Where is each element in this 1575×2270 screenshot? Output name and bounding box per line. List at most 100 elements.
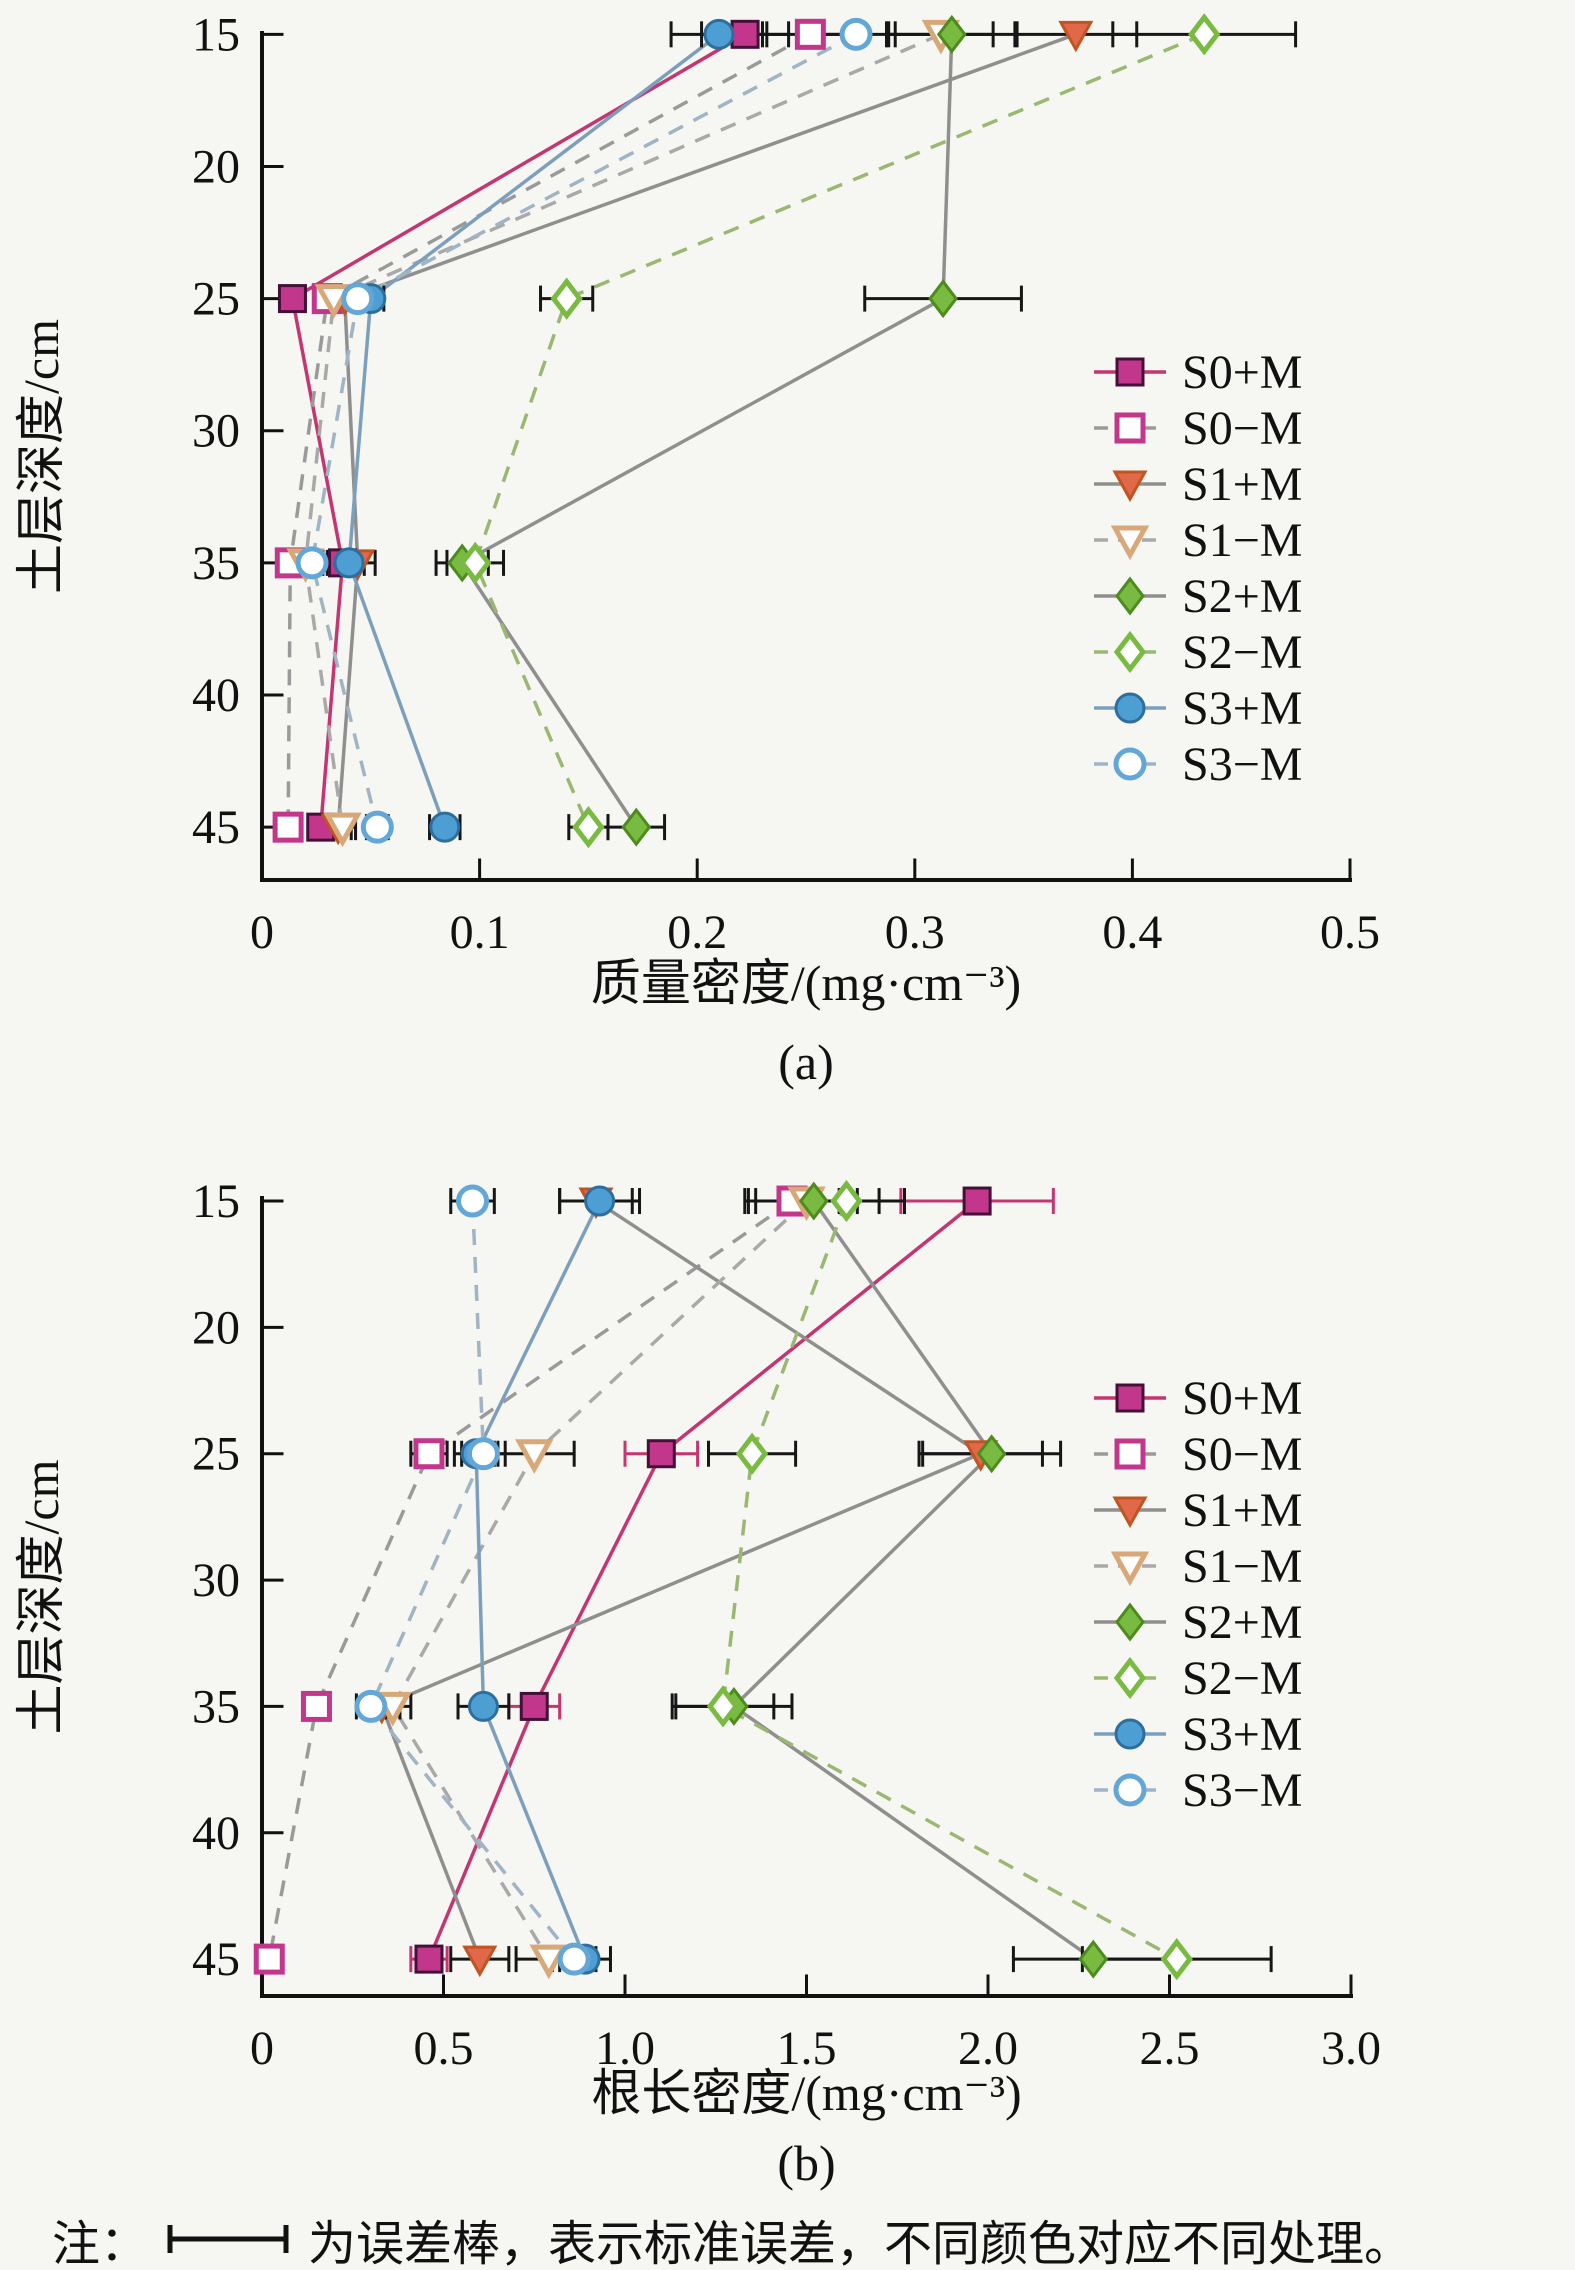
y-tick-label: 30: [192, 405, 240, 458]
legend-item-S0+M: S0+M: [1094, 1372, 1302, 1425]
series-line-S1−M: [303, 32, 942, 828]
error-bars-S2+M: [674, 1188, 1175, 1973]
error-bars-S1−M: [373, 1188, 859, 1973]
x-tick-label: 0: [250, 906, 274, 959]
marker-circle: [333, 547, 365, 579]
marker-diamond: [1160, 1937, 1193, 1981]
x-axis-title: 根长密度/(mg·cm⁻³): [591, 2065, 1021, 2121]
y-tick-label: 40: [192, 1807, 240, 1860]
marker-circle: [429, 811, 461, 843]
series-line-S2−M: [473, 32, 1205, 828]
footnote-prefix: 注：: [52, 2218, 149, 2270]
marker-diamond: [459, 541, 492, 584]
marker-square: [730, 19, 760, 49]
legend-marker-triangle-down: [1110, 1551, 1150, 1587]
series-markers-S3−M: [354, 1184, 591, 1976]
marker-triangle-down: [1058, 20, 1094, 53]
legend-item-S2+M: S2+M: [1094, 570, 1302, 623]
legend-marker-square: [1115, 357, 1145, 387]
legend-label: S1+M: [1182, 458, 1302, 511]
marker-triangle-down: [515, 1439, 554, 1474]
series-line-S2+M: [731, 1200, 1095, 1961]
legend-label: S3−M: [1182, 738, 1302, 791]
series-line-S3−M: [310, 32, 857, 828]
y-axis-title: 土层深度/cm: [13, 319, 69, 594]
marker-circle: [839, 17, 873, 51]
marker-circle: [354, 1689, 388, 1723]
marker-diamond: [706, 1685, 740, 1728]
marker-diamond: [976, 1434, 1007, 1474]
x-tick-label: 0.1: [450, 906, 510, 959]
series-line-S0−M: [267, 1199, 793, 1960]
legend-label: S1−M: [1182, 1540, 1302, 1593]
x-tick-label: 0: [250, 2022, 274, 2075]
legend-item-S1+M: S1+M: [1094, 1484, 1302, 1537]
legend-item-S3−M: S3−M: [1094, 738, 1302, 791]
series-line-S3−M: [368, 1200, 576, 1961]
marker-diamond: [1188, 13, 1221, 56]
legend-marker-diamond: [1113, 630, 1147, 674]
series-line-S1−M: [390, 1199, 808, 1961]
marker-triangle-down: [529, 1944, 569, 1980]
marker-square: [962, 1186, 992, 1216]
legend-label: S0−M: [1182, 1428, 1302, 1481]
y-tick-label: 35: [192, 537, 240, 590]
legend-marker-square: [1114, 412, 1146, 444]
x-tick-label: 0.4: [1102, 906, 1162, 959]
error-bar-glyph: [167, 2225, 289, 2253]
legend-label: S2−M: [1182, 626, 1302, 679]
marker-diamond: [798, 1181, 829, 1221]
marker-circle: [466, 1437, 500, 1471]
x-tick-label: 0.5: [414, 2022, 474, 2075]
legend-marker-triangle-down: [1112, 1496, 1148, 1529]
marker-square: [272, 811, 304, 843]
tick-labels: 15 20 25 30 35 40 450 0.1 0.2 0.3 0.4 0.5: [192, 8, 1380, 959]
legend-marker-circle: [1113, 1773, 1147, 1807]
footnote-text: 为误差棒，表示标准误差，不同颜色对应不同处理。: [308, 2218, 1413, 2270]
series-markers-S0−M: [253, 1185, 808, 1975]
marker-diamond: [830, 1179, 863, 1223]
legend-label: S0−M: [1182, 402, 1302, 455]
marker-triangle-down: [314, 284, 354, 319]
marker-square: [253, 1943, 285, 1975]
y-tick-label: 20: [192, 1301, 240, 1354]
y-tick-label: 35: [192, 1680, 240, 1733]
y-tick-label: 15: [192, 8, 240, 61]
series-markers-S3−M: [295, 17, 873, 844]
series-markers-S2−M: [459, 13, 1221, 849]
series-line-S2+M: [459, 34, 954, 829]
axes: [260, 31, 1352, 882]
marker-circle: [467, 1690, 499, 1722]
legend-marker-triangle-down: [1112, 470, 1148, 503]
marker-diamond: [735, 1432, 769, 1475]
legend-item-S0+M: S0+M: [1094, 346, 1302, 399]
series-markers-S3+M: [460, 1185, 616, 1975]
legend-item-S1−M: S1−M: [1094, 1540, 1302, 1593]
legend-item-S3−M: S3−M: [1094, 1764, 1302, 1817]
y-tick-label: 15: [192, 1175, 240, 1228]
marker-diamond: [550, 277, 583, 320]
legend: S0+MS0−MS1+MS1−MS2+MS2−MS3+MS3−M: [1094, 346, 1302, 791]
marker-square: [300, 1690, 332, 1722]
marker-diamond: [928, 279, 958, 319]
marker-square: [413, 1438, 445, 1470]
legend-marker-circle: [1114, 1718, 1146, 1750]
tick-labels: 15 20 25 30 35 40 450 0.5 1.0 1.5 2.0 2.5 3.0: [192, 1175, 1381, 2075]
marker-triangle-down: [323, 812, 362, 848]
x-tick-label: 0.2: [667, 906, 727, 959]
legend-item-S0−M: S0−M: [1094, 402, 1302, 455]
legend-item-S3+M: S3+M: [1094, 1708, 1302, 1761]
marker-circle: [703, 18, 735, 50]
chart-caption: (a): [778, 1034, 834, 1090]
figure-footnote: 注： 为误差棒，表示标准误差，不同颜色对应不同处理。: [52, 2204, 1412, 2270]
x-tick-label: 1.5: [777, 2022, 837, 2075]
legend-item-S3+M: S3+M: [1094, 682, 1302, 735]
legend-marker-diamond: [1115, 576, 1145, 616]
y-tick-label: 20: [192, 140, 240, 193]
marker-triangle-down: [462, 1945, 498, 1978]
chart-caption: (b): [777, 2135, 835, 2191]
marker-circle: [341, 282, 375, 316]
x-tick-label: 2.0: [958, 2022, 1018, 2075]
